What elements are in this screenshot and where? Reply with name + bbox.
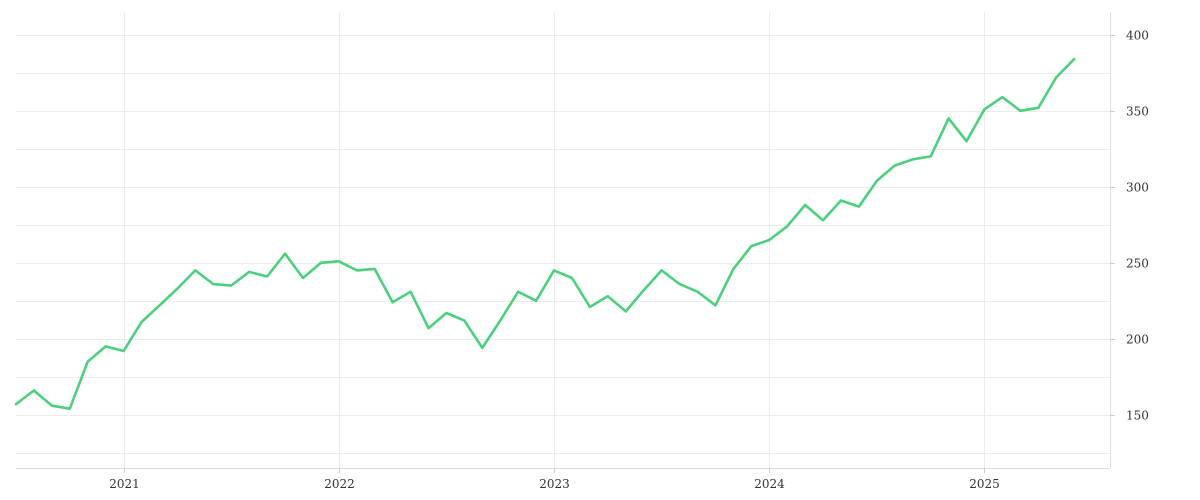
x-tick-label: 2024 <box>754 477 785 491</box>
tick-labels: 150 200 250 300 350 400 2021 2022 2023 2024 2025 <box>109 29 1149 492</box>
y-tick-label: 300 <box>1126 181 1149 195</box>
series-line <box>14 57 1076 411</box>
y-tick-label: 400 <box>1126 29 1149 43</box>
grid <box>16 12 1110 468</box>
x-tick-label: 2022 <box>324 477 355 491</box>
y-tick-label: 250 <box>1126 257 1149 271</box>
y-tick-label: 150 <box>1126 409 1149 423</box>
series-layer <box>14 57 1076 411</box>
y-tick-label: 200 <box>1126 333 1149 347</box>
x-tick-label: 2021 <box>109 477 140 491</box>
axes <box>16 12 1115 473</box>
x-tick-label: 2023 <box>539 477 570 491</box>
x-tick-label: 2025 <box>969 477 1000 491</box>
y-tick-label: 350 <box>1126 105 1149 119</box>
